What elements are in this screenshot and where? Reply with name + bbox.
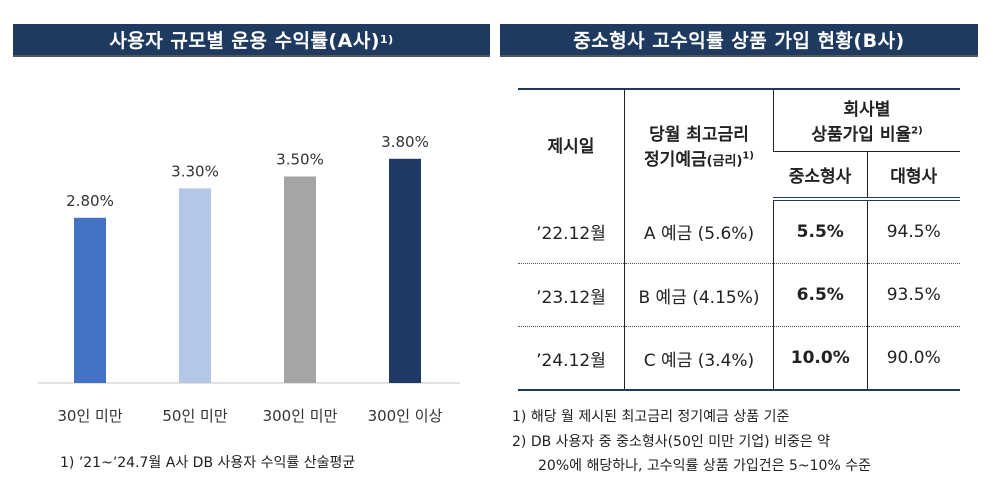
table-row: ’22.12월 A 예금 (5.6%) 5.5% 94.5% bbox=[518, 199, 960, 264]
cell-large-ratio: 93.5% bbox=[866, 263, 960, 327]
cell-small-ratio: 6.5% bbox=[773, 263, 867, 327]
data-label: 3.80% bbox=[381, 133, 429, 151]
right-panel-title: 중소형사 고수익률 상품 가입 현황(B사) bbox=[500, 24, 978, 57]
chart-footnote: 1) ’21~’24.7월 A사 DB 사용자 수익률 산술평균 bbox=[60, 455, 356, 471]
footnote-mark: 1) bbox=[742, 149, 754, 161]
cell-date: ’23.12월 bbox=[518, 263, 625, 327]
table-row: ’23.12월 B 예금 (4.15%) 6.5% 93.5% bbox=[518, 263, 960, 327]
title-footnote-mark: 1) bbox=[380, 33, 394, 46]
cell-date: ’24.12월 bbox=[518, 326, 625, 391]
category-label: 50인 미만 bbox=[162, 407, 227, 425]
bar bbox=[74, 217, 106, 383]
header-small-firm: 중소형사 bbox=[773, 150, 867, 201]
cell-large-ratio: 90.0% bbox=[866, 326, 960, 391]
cell-small-ratio: 5.5% bbox=[773, 199, 867, 264]
header-line: 정기예금 bbox=[644, 149, 707, 170]
bar bbox=[179, 188, 211, 383]
table-footnote-1: 1) 해당 월 제시된 최고금리 정기예금 상품 기준 bbox=[512, 409, 790, 425]
bar bbox=[284, 176, 316, 383]
cell-product: B 예금 (4.15%) bbox=[624, 263, 774, 327]
left-panel-title: 사용자 규모별 운용 수익률(A사) 1) bbox=[13, 24, 490, 57]
cell-small-ratio: 10.0% bbox=[773, 326, 867, 391]
subscription-table: 제시일 당월 최고금리 정기예금(금리)1) 회사별 상품가입 비율2) 중소형사 … bbox=[518, 88, 960, 391]
header-line: 당월 최고금리 bbox=[649, 124, 749, 145]
category-label: 300인 이상 bbox=[368, 407, 443, 425]
cell-product: C 예금 (3.4%) bbox=[624, 326, 774, 391]
data-label: 3.30% bbox=[171, 162, 219, 180]
header-line: 회사별 bbox=[843, 100, 891, 121]
data-label: 2.80% bbox=[66, 192, 114, 210]
header-large-firm: 대형사 bbox=[866, 150, 960, 201]
table-footnote-2-cont: 20%에 해당하나, 고수익률 상품 가입건은 5~10% 수준 bbox=[538, 458, 871, 474]
table-row: ’24.12월 C 예금 (3.4%) 10.0% 90.0% bbox=[518, 326, 960, 391]
title-text: 사용자 규모별 운용 수익률(A사) bbox=[109, 30, 380, 52]
category-label: 30인 미만 bbox=[57, 407, 122, 425]
cell-product: A 예금 (5.6%) bbox=[624, 199, 774, 264]
category-label: 300인 미만 bbox=[263, 407, 338, 425]
bar bbox=[389, 158, 421, 383]
footnote-mark: 2) bbox=[911, 125, 923, 137]
cell-date: ’22.12월 bbox=[518, 199, 625, 264]
cell-large-ratio: 94.5% bbox=[866, 199, 960, 264]
table-footnote-2: 2) DB 사용자 중 중소형사(50인 미만 기업) 비중은 약 bbox=[512, 434, 831, 450]
header-small: (금리) bbox=[706, 153, 743, 169]
header-line: 상품가입 비율 bbox=[811, 125, 912, 146]
header-date: 제시일 bbox=[518, 88, 625, 199]
bar-chart: 2.80% 30인 미만 3.30% 50인 미만 3.50% 300인 미만 3.80% 3… bbox=[38, 133, 460, 425]
title-text: 중소형사 고수익률 상품 가입 현황(B사) bbox=[573, 30, 905, 52]
data-label: 3.50% bbox=[276, 151, 324, 169]
